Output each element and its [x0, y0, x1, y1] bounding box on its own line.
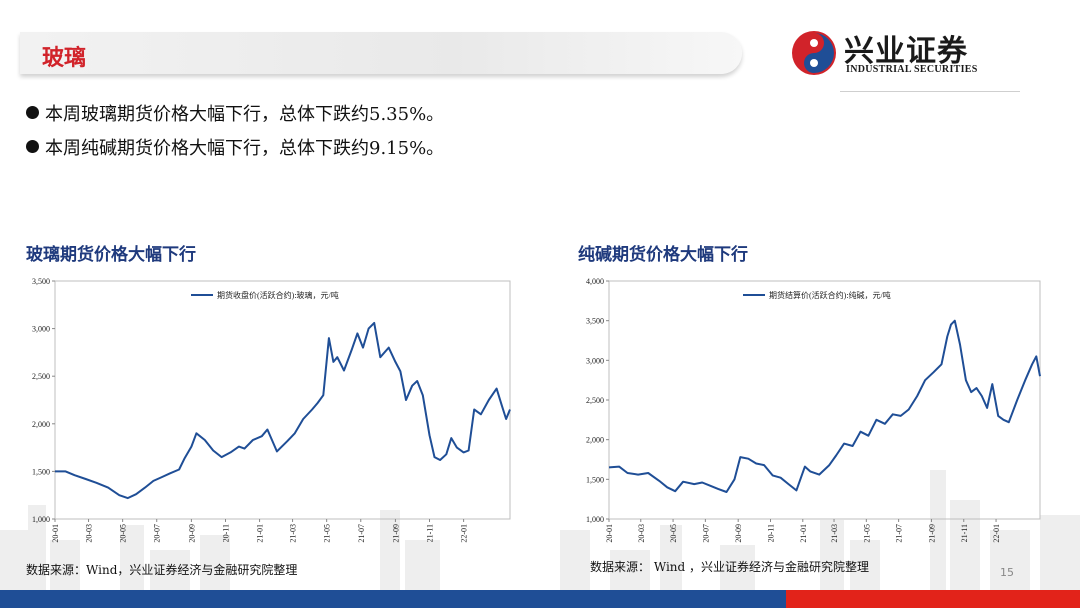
y-tick-label: 1,000 — [586, 515, 604, 524]
y-tick-label: 2,500 — [586, 396, 604, 405]
bullet-dot-icon — [26, 140, 39, 153]
x-tick-label: 20-11 — [766, 524, 775, 542]
logo-chinese-name: 兴业证券 — [844, 34, 968, 69]
y-tick-label: 3,000 — [586, 356, 604, 365]
logo-english-name: INDUSTRIAL SECURITIES — [846, 64, 978, 75]
x-tick-label: 20-07 — [701, 524, 710, 543]
x-tick-label: 22-01 — [460, 524, 469, 543]
y-tick-label: 1,000 — [32, 515, 50, 524]
x-tick-label: 21-03 — [289, 524, 298, 543]
series-line — [608, 319, 1041, 493]
x-tick-label: 20-05 — [119, 524, 128, 543]
y-tick-label: 3,500 — [586, 317, 604, 326]
legend-label: 期货结算价(活跃合约):纯碱，元/吨 — [769, 290, 891, 300]
soda-chart-source: 数据来源： Wind ，兴业证券经济与金融研究院整理 — [590, 560, 870, 574]
footer-blue-band — [0, 590, 786, 608]
y-tick-label: 1,500 — [32, 467, 50, 476]
footer-red-band — [786, 590, 1080, 608]
footer-bar — [0, 590, 1080, 608]
x-tick-label: 21-05 — [862, 524, 871, 543]
plot-area-frame — [54, 280, 511, 520]
glass-chart-title: 玻璃期货价格大幅下行 — [26, 245, 196, 265]
y-tick-label: 2,000 — [586, 436, 604, 445]
glass-price-chart: 1,000 1,500 2,000 2,500 3,000 3,500 20-01 20-03… — [32, 277, 511, 543]
x-tick-label: 21-09 — [391, 524, 400, 543]
x-tick-label: 20-01 — [51, 524, 60, 543]
industrial-securities-logo-icon — [792, 31, 836, 75]
bullet-text: 本周玻璃期货价格大幅下行，总体下跌约5.35%。 — [45, 104, 445, 125]
header-divider — [840, 91, 1020, 92]
x-tick-label: 22-01 — [992, 524, 1001, 543]
y-tick-label: 2,500 — [32, 372, 50, 381]
plot-area-frame — [608, 280, 1041, 520]
company-logo: 兴业证券 INDUSTRIAL SECURITIES — [790, 26, 1010, 80]
x-tick-label: 20-03 — [85, 524, 94, 543]
y-tick-label: 4,000 — [586, 277, 604, 286]
glass-chart-source: 数据来源：Wind，兴业证券经济与金融研究院整理 — [26, 563, 298, 577]
x-tick-label: 20-03 — [637, 524, 646, 543]
x-tick-label: 21-07 — [357, 524, 366, 543]
x-tick-label: 20-09 — [734, 524, 743, 543]
page-number: 15 — [1000, 566, 1014, 579]
x-tick-label: 21-11 — [960, 524, 969, 542]
x-tick-label: 21-09 — [927, 524, 936, 543]
x-tick-label: 21-03 — [830, 524, 839, 543]
x-tick-label: 21-01 — [799, 524, 808, 543]
bullet-item: 本周玻璃期货价格大幅下行，总体下跌约5.35%。 — [26, 98, 444, 132]
x-tick-label: 20-05 — [669, 524, 678, 543]
x-tick-label: 20-11 — [221, 524, 230, 542]
y-tick-label: 2,000 — [32, 420, 50, 429]
series-line — [55, 321, 511, 500]
y-tick-label: 1,500 — [586, 475, 604, 484]
x-tick-label: 20-07 — [153, 524, 162, 543]
bullet-item: 本周纯碱期货价格大幅下行，总体下跌约9.15%。 — [26, 132, 444, 166]
x-tick-label: 21-11 — [426, 524, 435, 542]
y-tick-label: 3,500 — [32, 277, 50, 286]
x-tick-label: 20-09 — [187, 524, 196, 543]
legend-label: 期货收盘价(活跃合约):玻璃，元/吨 — [217, 290, 339, 300]
x-tick-label: 20-01 — [605, 524, 614, 543]
soda-ash-price-chart: 1,000 1,500 2,000 2,500 3,000 3,500 4,000 20-01… — [586, 277, 1041, 543]
soda-chart-title: 纯碱期货价格大幅下行 — [578, 245, 748, 265]
page-title: 玻璃 — [42, 45, 87, 71]
x-tick-label: 21-01 — [256, 524, 265, 543]
bullet-dot-icon — [26, 106, 39, 119]
x-tick-label: 21-05 — [323, 524, 332, 543]
y-tick-label: 3,000 — [32, 325, 50, 334]
x-tick-label: 21-07 — [895, 524, 904, 543]
bullet-text: 本周纯碱期货价格大幅下行，总体下跌约9.15%。 — [45, 138, 445, 159]
bullet-list: 本周玻璃期货价格大幅下行，总体下跌约5.35%。 本周纯碱期货价格大幅下行，总体… — [26, 98, 444, 166]
city-skyline-background — [0, 470, 1080, 590]
section-title-bar: 玻璃 — [20, 32, 742, 74]
